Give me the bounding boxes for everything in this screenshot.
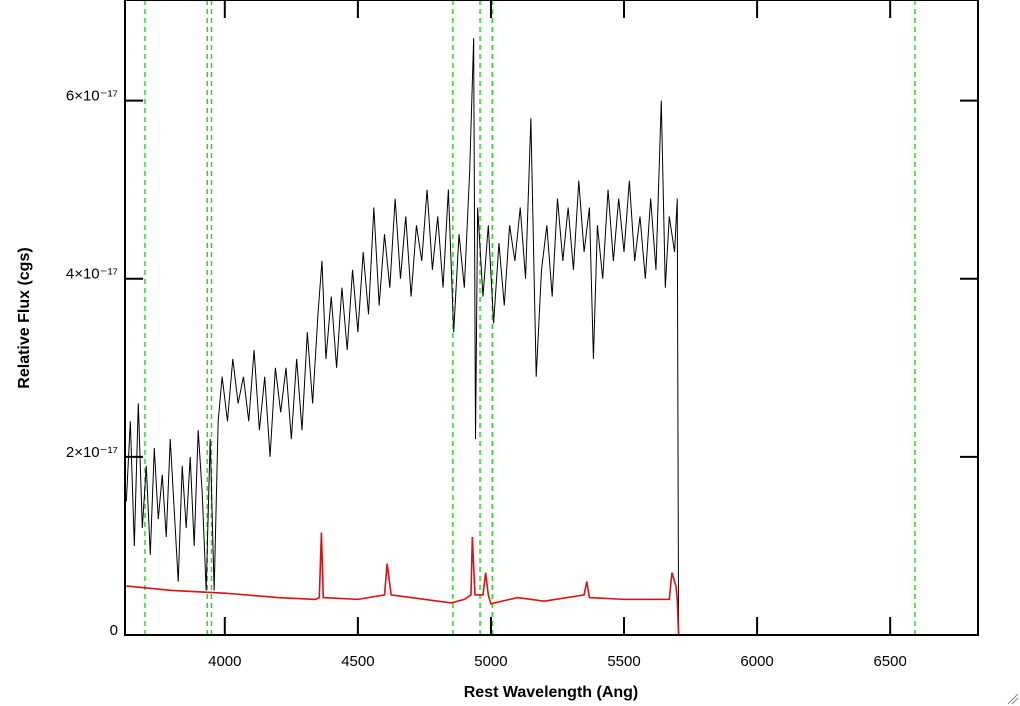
spectrum-line [125, 38, 978, 636]
spectrum-line [126, 532, 978, 636]
y-tick-label: 2×10⁻¹⁷ [66, 444, 118, 461]
y-tick-label: 0 [110, 622, 118, 639]
x-tick-label: 4500 [341, 653, 374, 670]
x-tick-label: 4000 [208, 653, 241, 670]
y-axis-title: Relative Flux (cgs) [16, 247, 33, 388]
x-tick-label: 5500 [607, 653, 640, 670]
x-tick-label: 6500 [873, 653, 906, 670]
x-tick-label: 6000 [740, 653, 773, 670]
x-tick-label: 5000 [474, 653, 507, 670]
y-tick-label: 4×10⁻¹⁷ [66, 266, 118, 283]
resize-grip [1007, 693, 1019, 705]
plot-frame [124, 0, 979, 636]
x-axis-title: Rest Wavelength (Ang) [464, 684, 639, 701]
y-tick-label: 6×10⁻¹⁷ [66, 88, 118, 105]
